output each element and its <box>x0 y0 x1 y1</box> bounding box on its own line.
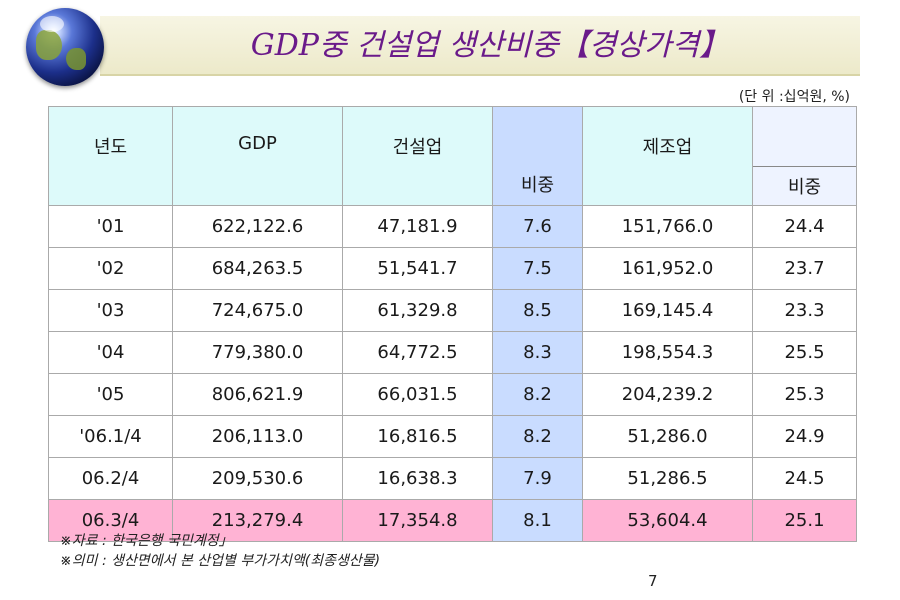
cell-gdp: 684,263.5 <box>172 247 343 290</box>
cell-construction-ratio: 8.2 <box>492 373 583 416</box>
cell-construction: 61,329.8 <box>342 289 493 332</box>
cell-construction-ratio: 8.3 <box>492 331 583 374</box>
cell-year: '01 <box>48 205 173 248</box>
cell-construction: 16,816.5 <box>342 415 493 458</box>
cell-gdp: 779,380.0 <box>172 331 343 374</box>
table-row: 06.2/4 209,530.6 16,638.3 7.9 51,286.5 24.5 <box>48 457 857 500</box>
cell-gdp: 806,621.9 <box>172 373 343 416</box>
cell-year: '06.1/4 <box>48 415 173 458</box>
header-manufacturing-ratio: 비중 <box>752 106 857 206</box>
cell-construction-ratio: 8.2 <box>492 415 583 458</box>
cell-manufacturing: 53,604.4 <box>582 499 753 542</box>
cell-year: 06.3/4 <box>48 499 173 542</box>
page-number: 7 <box>648 572 658 590</box>
cell-gdp: 213,279.4 <box>172 499 343 542</box>
cell-manufacturing: 51,286.5 <box>582 457 753 500</box>
table-header-row: 년도 GDP 건설업 비중 제조업 비중 <box>48 106 857 206</box>
cell-year: '05 <box>48 373 173 416</box>
cell-construction: 66,031.5 <box>342 373 493 416</box>
header-construction: 건설업 <box>342 106 493 206</box>
meaning-note: ※의미 : 생산면에서 본 산업별 부가가치액(최종생산물) <box>60 553 381 569</box>
cell-manufacturing: 151,766.0 <box>582 205 753 248</box>
cell-construction-ratio: 7.6 <box>492 205 583 248</box>
cell-gdp: 622,122.6 <box>172 205 343 248</box>
cell-gdp: 206,113.0 <box>172 415 343 458</box>
cell-construction-ratio: 7.9 <box>492 457 583 500</box>
cell-gdp: 724,675.0 <box>172 289 343 332</box>
header-gdp: GDP <box>172 106 343 206</box>
cell-manufacturing-ratio: 24.5 <box>752 457 857 500</box>
cell-construction-ratio: 8.5 <box>492 289 583 332</box>
cell-manufacturing-ratio: 24.4 <box>752 205 857 248</box>
cell-manufacturing-ratio: 23.3 <box>752 289 857 332</box>
table-row: 06.3/4 213,279.4 17,354.8 8.1 53,604.4 25.1 <box>48 499 857 542</box>
table-row: '05 806,621.9 66,031.5 8.2 204,239.2 25.3 <box>48 373 857 416</box>
table-row: '02 684,263.5 51,541.7 7.5 161,952.0 23.7 <box>48 247 857 290</box>
page-title: GDP중 건설업 생산비중【경상가격】 <box>250 28 730 63</box>
cell-manufacturing-ratio: 25.1 <box>752 499 857 542</box>
cell-year: '02 <box>48 247 173 290</box>
cell-year: 06.2/4 <box>48 457 173 500</box>
table-row: '03 724,675.0 61,329.8 8.5 169,145.4 23.3 <box>48 289 857 332</box>
cell-manufacturing: 169,145.4 <box>582 289 753 332</box>
cell-construction-ratio: 8.1 <box>492 499 583 542</box>
table-row: '01 622,122.6 47,181.9 7.6 151,766.0 24.4 <box>48 205 857 248</box>
globe-icon <box>26 8 104 86</box>
cell-manufacturing-ratio: 23.7 <box>752 247 857 290</box>
source-note: ※자료 : 한국은행 국민계정」 <box>60 533 233 549</box>
cell-manufacturing-ratio: 25.5 <box>752 331 857 374</box>
header-manufacturing: 제조업 <box>582 106 753 206</box>
cell-manufacturing-ratio: 24.9 <box>752 415 857 458</box>
header-construction-ratio: 비중 <box>492 106 583 206</box>
header-year: 년도 <box>48 106 173 206</box>
cell-year: '04 <box>48 331 173 374</box>
cell-construction: 47,181.9 <box>342 205 493 248</box>
gdp-table: 년도 GDP 건설업 비중 제조업 비중 '01 622,122.6 47,181.… <box>48 106 857 542</box>
cell-manufacturing: 204,239.2 <box>582 373 753 416</box>
title-band <box>100 16 860 76</box>
cell-construction: 16,638.3 <box>342 457 493 500</box>
cell-manufacturing-ratio: 25.3 <box>752 373 857 416</box>
cell-year: '03 <box>48 289 173 332</box>
cell-manufacturing: 51,286.0 <box>582 415 753 458</box>
table-row: '04 779,380.0 64,772.5 8.3 198,554.3 25.5 <box>48 331 857 374</box>
cell-manufacturing: 198,554.3 <box>582 331 753 374</box>
table-row: '06.1/4 206,113.0 16,816.5 8.2 51,286.0 24.9 <box>48 415 857 458</box>
cell-construction: 17,354.8 <box>342 499 493 542</box>
cell-construction-ratio: 7.5 <box>492 247 583 290</box>
cell-construction: 64,772.5 <box>342 331 493 374</box>
cell-manufacturing: 161,952.0 <box>582 247 753 290</box>
cell-gdp: 209,530.6 <box>172 457 343 500</box>
cell-construction: 51,541.7 <box>342 247 493 290</box>
unit-label: (단 위 :십억원, %) <box>738 89 850 105</box>
